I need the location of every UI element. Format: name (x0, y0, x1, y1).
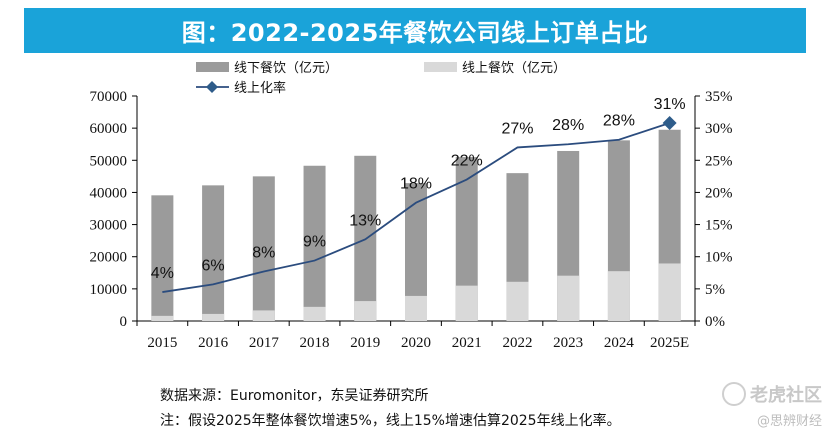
legend-online-label: 线上餐饮（亿元） (462, 60, 566, 76)
watermark-author: @思辨财经 (756, 414, 822, 429)
chart-title: 图：2022-2025年餐饮公司线上订单占比 (24, 8, 806, 53)
x-tick-label: 2020 (401, 335, 431, 351)
right-tick-label: 25% (705, 153, 733, 169)
rate-marker (662, 116, 677, 130)
left-tick-label: 50000 (90, 153, 128, 169)
right-tick-label: 10% (705, 250, 733, 266)
offline-bar (202, 185, 225, 321)
right-tick-label: 30% (705, 121, 733, 137)
offline-bar (303, 165, 326, 321)
watermark-brand: 老虎社区 (722, 381, 822, 407)
tiger-logo-icon (722, 382, 746, 406)
rate-data-label: 22% (451, 153, 483, 170)
legend-rate-label: 线上化率 (234, 80, 286, 96)
x-tick-label: 2022 (502, 335, 532, 351)
left-tick-label: 30000 (90, 218, 128, 234)
x-tick-label: 2023 (553, 335, 583, 351)
x-tick-label: 2024 (604, 335, 635, 351)
left-tick-label: 10000 (90, 282, 128, 298)
source-note: 数据来源：Euromonitor，东吴证券研究所 (160, 388, 429, 404)
rate-data-label: 28% (603, 113, 635, 130)
online-bar (405, 295, 427, 321)
online-bar (658, 263, 681, 321)
chart-canvas: 线下餐饮（亿元） 线上餐饮（亿元） 线上化率 0 10000 20000 30000 400… (90, 60, 733, 351)
right-tick-label: 0% (705, 314, 725, 330)
rate-line: 4% 6% 8% 9% 13% 18% 22% 27% 28% 28% 31% (151, 96, 686, 293)
rate-data-label: 18% (400, 176, 432, 193)
x-tick-label: 2017 (249, 335, 280, 351)
right-tick-label: 15% (705, 218, 733, 234)
right-tick-label: 5% (705, 282, 725, 298)
assumption-note: 注：假设2025年整体餐饮增速5%，线上15%增速估算2025年线上化率。 (160, 413, 621, 429)
x-tick-label: 2025E (650, 335, 689, 351)
right-tick-label: 35% (705, 89, 733, 105)
offline-bar (151, 195, 174, 321)
left-tick-label: 40000 (90, 185, 128, 201)
left-tick-label: 20000 (90, 250, 128, 266)
x-tick-label: 2015 (147, 335, 177, 351)
x-tick-label: 2018 (300, 335, 330, 351)
offline-bar (405, 183, 427, 321)
online-bar (557, 275, 580, 321)
x-tick-label: 2019 (350, 335, 380, 351)
legend-offline-swatch (196, 62, 229, 72)
rate-data-label: 27% (501, 120, 533, 137)
left-tick-label: 0 (120, 314, 128, 330)
legend-offline-label: 线下餐饮（亿元） (234, 60, 338, 76)
left-tick-label: 70000 (90, 89, 128, 105)
x-tick-label: 2016 (198, 335, 229, 351)
online-bar (252, 310, 275, 321)
offline-bar (455, 157, 478, 321)
rate-data-label: 6% (202, 257, 225, 274)
bars (151, 129, 681, 321)
online-bar (202, 313, 225, 321)
right-tick-label: 20% (705, 185, 733, 201)
axes: 0 10000 20000 30000 40000 50000 60000 70000 0% 5%… (90, 89, 733, 351)
watermark-brand-text: 老虎社区 (750, 385, 822, 406)
online-bar (151, 315, 174, 321)
x-tick-label: 2021 (452, 335, 482, 351)
rate-polyline (162, 122, 670, 293)
left-tick-label: 60000 (90, 121, 128, 137)
legend: 线下餐饮（亿元） 线上餐饮（亿元） 线上化率 (196, 60, 566, 96)
rate-data-label: 28% (552, 117, 584, 134)
online-bar (354, 301, 377, 321)
online-bar (455, 285, 478, 321)
online-bar (303, 306, 326, 321)
rate-data-label: 8% (252, 245, 275, 262)
legend-rate-marker (206, 81, 218, 93)
offline-bar (252, 176, 275, 321)
rate-data-label: 13% (349, 212, 381, 229)
rate-data-label: 4% (151, 265, 174, 282)
rate-data-label: 9% (303, 234, 326, 251)
rate-data-label: 31% (654, 96, 686, 113)
online-bar (506, 281, 529, 321)
legend-online-swatch (424, 62, 457, 72)
online-bar (607, 271, 630, 321)
